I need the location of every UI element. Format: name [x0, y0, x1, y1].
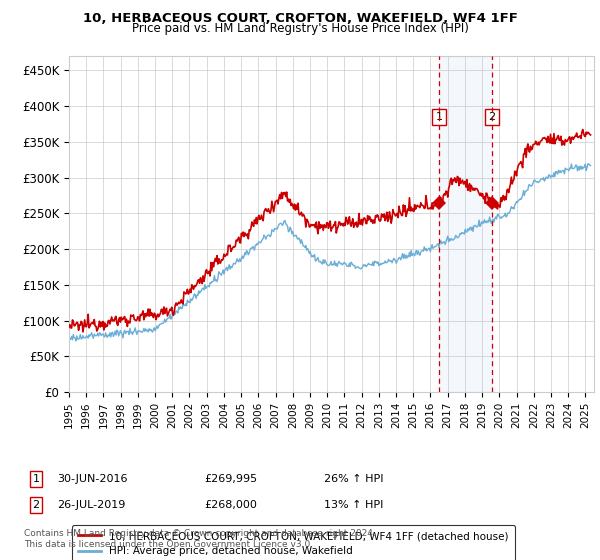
Text: Price paid vs. HM Land Registry's House Price Index (HPI): Price paid vs. HM Land Registry's House …: [131, 22, 469, 35]
Text: 1: 1: [32, 474, 40, 484]
Text: £269,995: £269,995: [204, 474, 257, 484]
Text: £268,000: £268,000: [204, 500, 257, 510]
Text: 13% ↑ HPI: 13% ↑ HPI: [324, 500, 383, 510]
Text: 30-JUN-2016: 30-JUN-2016: [57, 474, 128, 484]
Text: 10, HERBACEOUS COURT, CROFTON, WAKEFIELD, WF4 1FF: 10, HERBACEOUS COURT, CROFTON, WAKEFIELD…: [83, 12, 517, 25]
Text: 26% ↑ HPI: 26% ↑ HPI: [324, 474, 383, 484]
Text: Contains HM Land Registry data © Crown copyright and database right 2024.
This d: Contains HM Land Registry data © Crown c…: [24, 529, 376, 549]
Text: 26-JUL-2019: 26-JUL-2019: [57, 500, 125, 510]
Legend: 10, HERBACEOUS COURT, CROFTON, WAKEFIELD, WF4 1FF (detached house), HPI: Average: 10, HERBACEOUS COURT, CROFTON, WAKEFIELD…: [71, 525, 515, 560]
Text: 1: 1: [436, 112, 443, 122]
Text: 2: 2: [488, 112, 496, 122]
Text: 2: 2: [32, 500, 40, 510]
Bar: [439, 56, 492, 392]
